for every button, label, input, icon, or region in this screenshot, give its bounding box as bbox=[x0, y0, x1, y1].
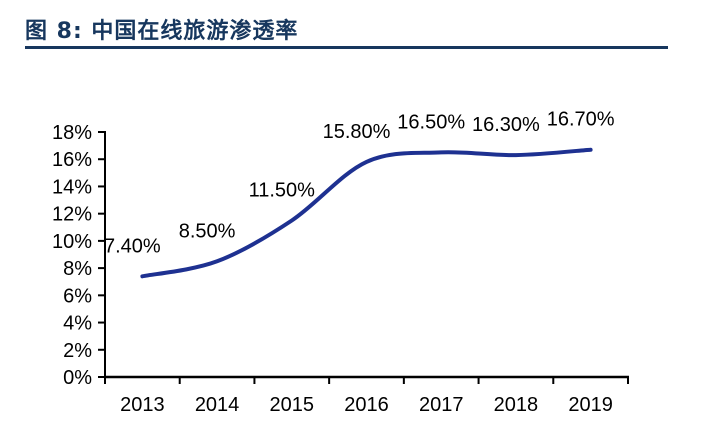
figure-title: 图 8: 中国在线旅游渗透率 bbox=[25, 19, 299, 44]
y-axis-tick-label: 0% bbox=[63, 367, 92, 389]
x-axis-tick-label: 2013 bbox=[120, 394, 165, 416]
x-axis-tick-label: 2017 bbox=[419, 394, 464, 416]
data-label: 7.40% bbox=[104, 235, 161, 257]
x-axis-tick-label: 2014 bbox=[195, 394, 240, 416]
data-labels: 7.40% 8.50% 11.50% 15.80% 16.50% 16.30% 16.70% bbox=[104, 109, 615, 258]
data-label: 15.80% bbox=[323, 121, 391, 143]
x-axis-tick-label: 2018 bbox=[494, 394, 539, 416]
data-label: 11.50% bbox=[249, 179, 316, 201]
y-axis-ticks bbox=[98, 131, 105, 378]
y-axis-tick-label: 2% bbox=[63, 340, 92, 362]
x-axis-labels: 2013 2014 2015 2016 2017 2018 2019 bbox=[120, 394, 613, 416]
y-axis-tick-label: 14% bbox=[52, 176, 92, 198]
data-label: 8.50% bbox=[179, 220, 236, 242]
data-label: 16.30% bbox=[472, 114, 540, 136]
y-axis-tick-label: 6% bbox=[63, 285, 92, 307]
y-axis-tick-label: 4% bbox=[63, 313, 92, 335]
series-line bbox=[140, 147, 593, 279]
line-chart: 0%2%4%6%8%10%12%14%16%18% 2013 2014 2015 20… bbox=[52, 109, 629, 416]
x-axis-tick-label: 2019 bbox=[568, 394, 613, 416]
data-label: 16.70% bbox=[547, 109, 615, 131]
title-underline bbox=[25, 46, 668, 49]
x-axis-tick-label: 2015 bbox=[270, 394, 315, 416]
y-axis-tick-label: 10% bbox=[52, 231, 92, 253]
x-axis-tick-label: 2016 bbox=[344, 394, 389, 416]
y-axis-tick-label: 8% bbox=[63, 258, 92, 280]
y-axis-labels: 0% 2% 4% 6% 8% 10% 12% 14% 16% 18% bbox=[52, 122, 92, 389]
y-axis-tick-label: 16% bbox=[52, 149, 92, 171]
y-axis-tick-label: 18% bbox=[52, 122, 92, 144]
y-axis-tick-label: 12% bbox=[52, 204, 92, 226]
data-label: 16.50% bbox=[397, 111, 465, 133]
